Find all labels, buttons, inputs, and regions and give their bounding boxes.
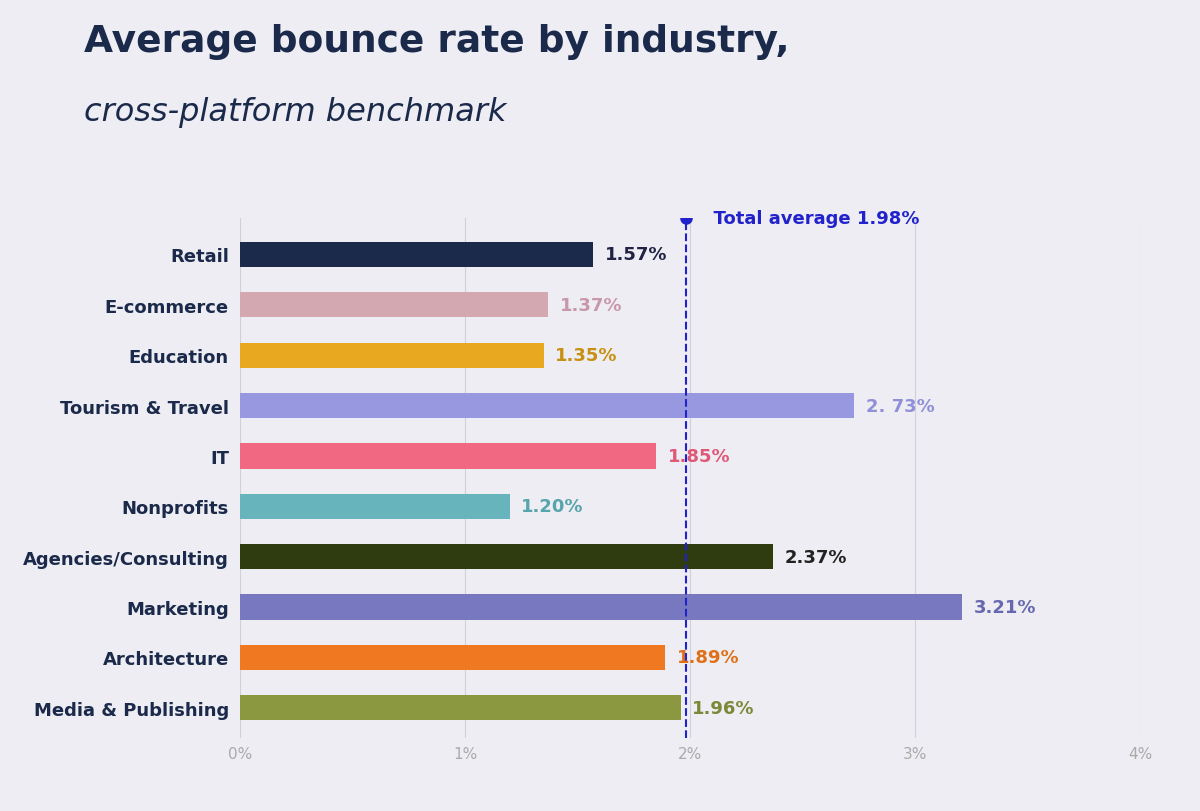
Text: 1.37%: 1.37%: [559, 297, 622, 315]
Text: Total average 1.98%: Total average 1.98%: [701, 210, 919, 228]
Text: 2. 73%: 2. 73%: [865, 397, 935, 415]
Text: cross-platform benchmark: cross-platform benchmark: [84, 97, 506, 128]
Text: 1.96%: 1.96%: [692, 699, 755, 717]
Text: Average bounce rate by industry,: Average bounce rate by industry,: [84, 24, 790, 60]
Bar: [240, 393, 854, 418]
Text: 1.57%: 1.57%: [605, 247, 667, 264]
Text: 1.35%: 1.35%: [554, 347, 618, 365]
Text: 2.37%: 2.37%: [785, 548, 847, 566]
Bar: [240, 645, 665, 670]
Bar: [240, 544, 773, 569]
Bar: [240, 695, 682, 720]
Bar: [240, 242, 593, 268]
Bar: [240, 293, 548, 318]
Text: 3.21%: 3.21%: [973, 599, 1036, 616]
Bar: [240, 444, 656, 469]
Text: 1.89%: 1.89%: [677, 649, 739, 667]
Bar: [240, 594, 962, 620]
Text: 1.85%: 1.85%: [667, 448, 730, 466]
Bar: [240, 494, 510, 519]
Bar: [240, 343, 544, 368]
Text: 1.20%: 1.20%: [521, 498, 583, 516]
